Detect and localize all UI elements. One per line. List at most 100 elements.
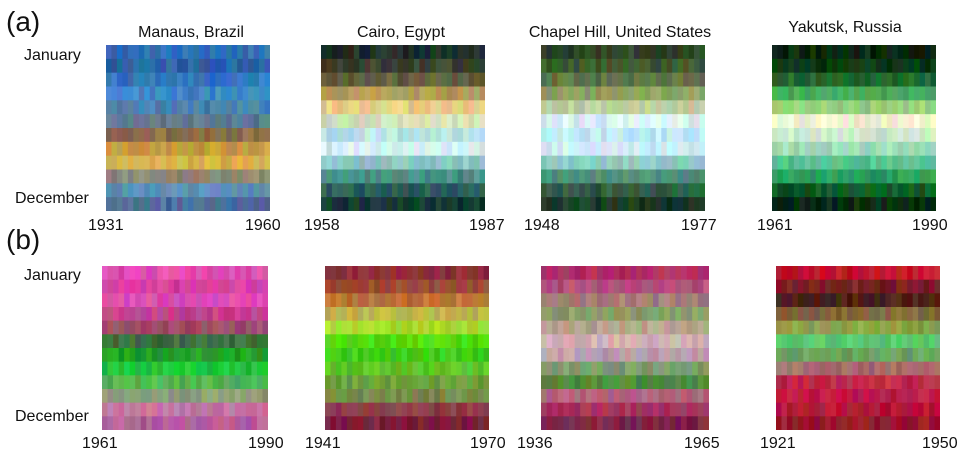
- heatmap-cell: [925, 197, 931, 211]
- heatmap-cell: [190, 375, 197, 390]
- heatmap-cell: [692, 307, 699, 322]
- heatmap-cell: [335, 416, 342, 430]
- heatmap-cell: [804, 128, 811, 143]
- heatmap-cell: [474, 114, 480, 129]
- heatmap-cell: [337, 58, 344, 74]
- heatmap-cell: [248, 114, 254, 129]
- heatmap-cell: [357, 334, 364, 349]
- heatmap-cell: [342, 183, 349, 198]
- heatmap-cell: [113, 416, 119, 430]
- heatmap-cell: [579, 128, 586, 143]
- heatmap-cell: [201, 307, 208, 322]
- heatmap-cell: [357, 389, 364, 404]
- heatmap-cell: [650, 183, 657, 198]
- heatmap-cell: [859, 155, 866, 170]
- heatmap-cell: [792, 266, 799, 281]
- heatmap-cell: [401, 375, 408, 390]
- heatmap-cell: [650, 197, 657, 211]
- heatmap-cell: [452, 100, 459, 115]
- heatmap-cell: [541, 155, 547, 170]
- heatmap-cell: [776, 266, 782, 281]
- heatmap-cell: [672, 169, 679, 184]
- heatmap-cell: [782, 72, 789, 87]
- heatmap-cell: [546, 279, 553, 294]
- heatmap-cell: [672, 183, 679, 198]
- heatmap-cell: [160, 155, 167, 170]
- heatmap-cell: [162, 320, 169, 335]
- heatmap-cell: [138, 72, 145, 87]
- heatmap-cell: [118, 389, 125, 404]
- heatmap-cell: [896, 279, 903, 294]
- heatmap-cell: [215, 72, 222, 87]
- heatmap-cell: [428, 348, 435, 363]
- heatmap-cell: [669, 334, 676, 349]
- heatmap-cell: [792, 402, 799, 417]
- heatmap-cell: [912, 334, 919, 349]
- heatmap-cell: [612, 100, 618, 115]
- heatmap-cell: [819, 348, 826, 363]
- heatmap-cell: [116, 72, 123, 87]
- heatmap-cell: [568, 45, 575, 60]
- heatmap-cell: [330, 320, 337, 335]
- heatmap-cell: [457, 169, 464, 184]
- heatmap-cell: [144, 169, 151, 184]
- heatmap-cell: [843, 155, 849, 170]
- heatmap-cell: [562, 100, 569, 115]
- heatmap-cell: [124, 307, 131, 322]
- heatmap-cell: [923, 279, 930, 294]
- heatmap-cell: [452, 72, 459, 87]
- heatmap-cell: [424, 155, 431, 170]
- heatmap-cell: [253, 58, 260, 74]
- heatmap-cell: [563, 389, 570, 404]
- heatmap-cell: [146, 375, 153, 390]
- heatmap-cell: [226, 86, 233, 101]
- heatmap-cell: [352, 389, 359, 404]
- heatmap-cell: [923, 293, 930, 308]
- heatmap-cell: [848, 155, 855, 170]
- heatmap-cell: [331, 114, 338, 129]
- heatmap-cell: [179, 389, 186, 404]
- heatmap-cell: [580, 402, 587, 417]
- heatmap-cell: [675, 402, 682, 417]
- heatmap-cell: [892, 155, 899, 170]
- heatmap-cell: [608, 416, 615, 430]
- heatmap-cell: [841, 279, 848, 294]
- heatmap-cell: [102, 389, 108, 404]
- heatmap-cell: [664, 402, 671, 417]
- heatmap-cell: [264, 45, 270, 60]
- heatmap-cell: [681, 402, 687, 417]
- heatmap-cell: [666, 86, 673, 101]
- heatmap-cell: [397, 155, 404, 170]
- heatmap-cell: [815, 197, 822, 211]
- heatmap-cell: [912, 293, 919, 308]
- heatmap-cell: [683, 141, 689, 157]
- heatmap-cell: [681, 307, 687, 322]
- heatmap-cell: [786, 279, 793, 294]
- heatmap-cell: [562, 169, 569, 184]
- heatmap-cell: [133, 183, 140, 198]
- heatmap-cell: [173, 361, 180, 376]
- heatmap-cell: [237, 169, 244, 184]
- heatmap-cell: [196, 320, 202, 335]
- heatmap-cell: [793, 141, 800, 157]
- heatmap-cell: [166, 45, 172, 60]
- heatmap-cell: [557, 361, 564, 376]
- heatmap-cell: [450, 389, 457, 404]
- heatmap-cell: [335, 279, 342, 294]
- heatmap-cell: [546, 141, 553, 157]
- heatmap-cell: [201, 402, 208, 417]
- heatmap-cell: [456, 279, 463, 294]
- heatmap-cell: [870, 155, 877, 170]
- heatmap-cell: [672, 58, 679, 74]
- heatmap-cell: [837, 100, 844, 115]
- heatmap-cell: [625, 293, 631, 308]
- heatmap-cell: [625, 266, 631, 281]
- heatmap-cell: [461, 320, 468, 335]
- heatmap-cell: [264, 58, 270, 74]
- heatmap-cell: [613, 348, 620, 363]
- heatmap-cell: [623, 45, 629, 60]
- heatmap-cell: [569, 307, 575, 322]
- heatmap-cell: [472, 375, 479, 390]
- heatmap-cell: [858, 402, 864, 417]
